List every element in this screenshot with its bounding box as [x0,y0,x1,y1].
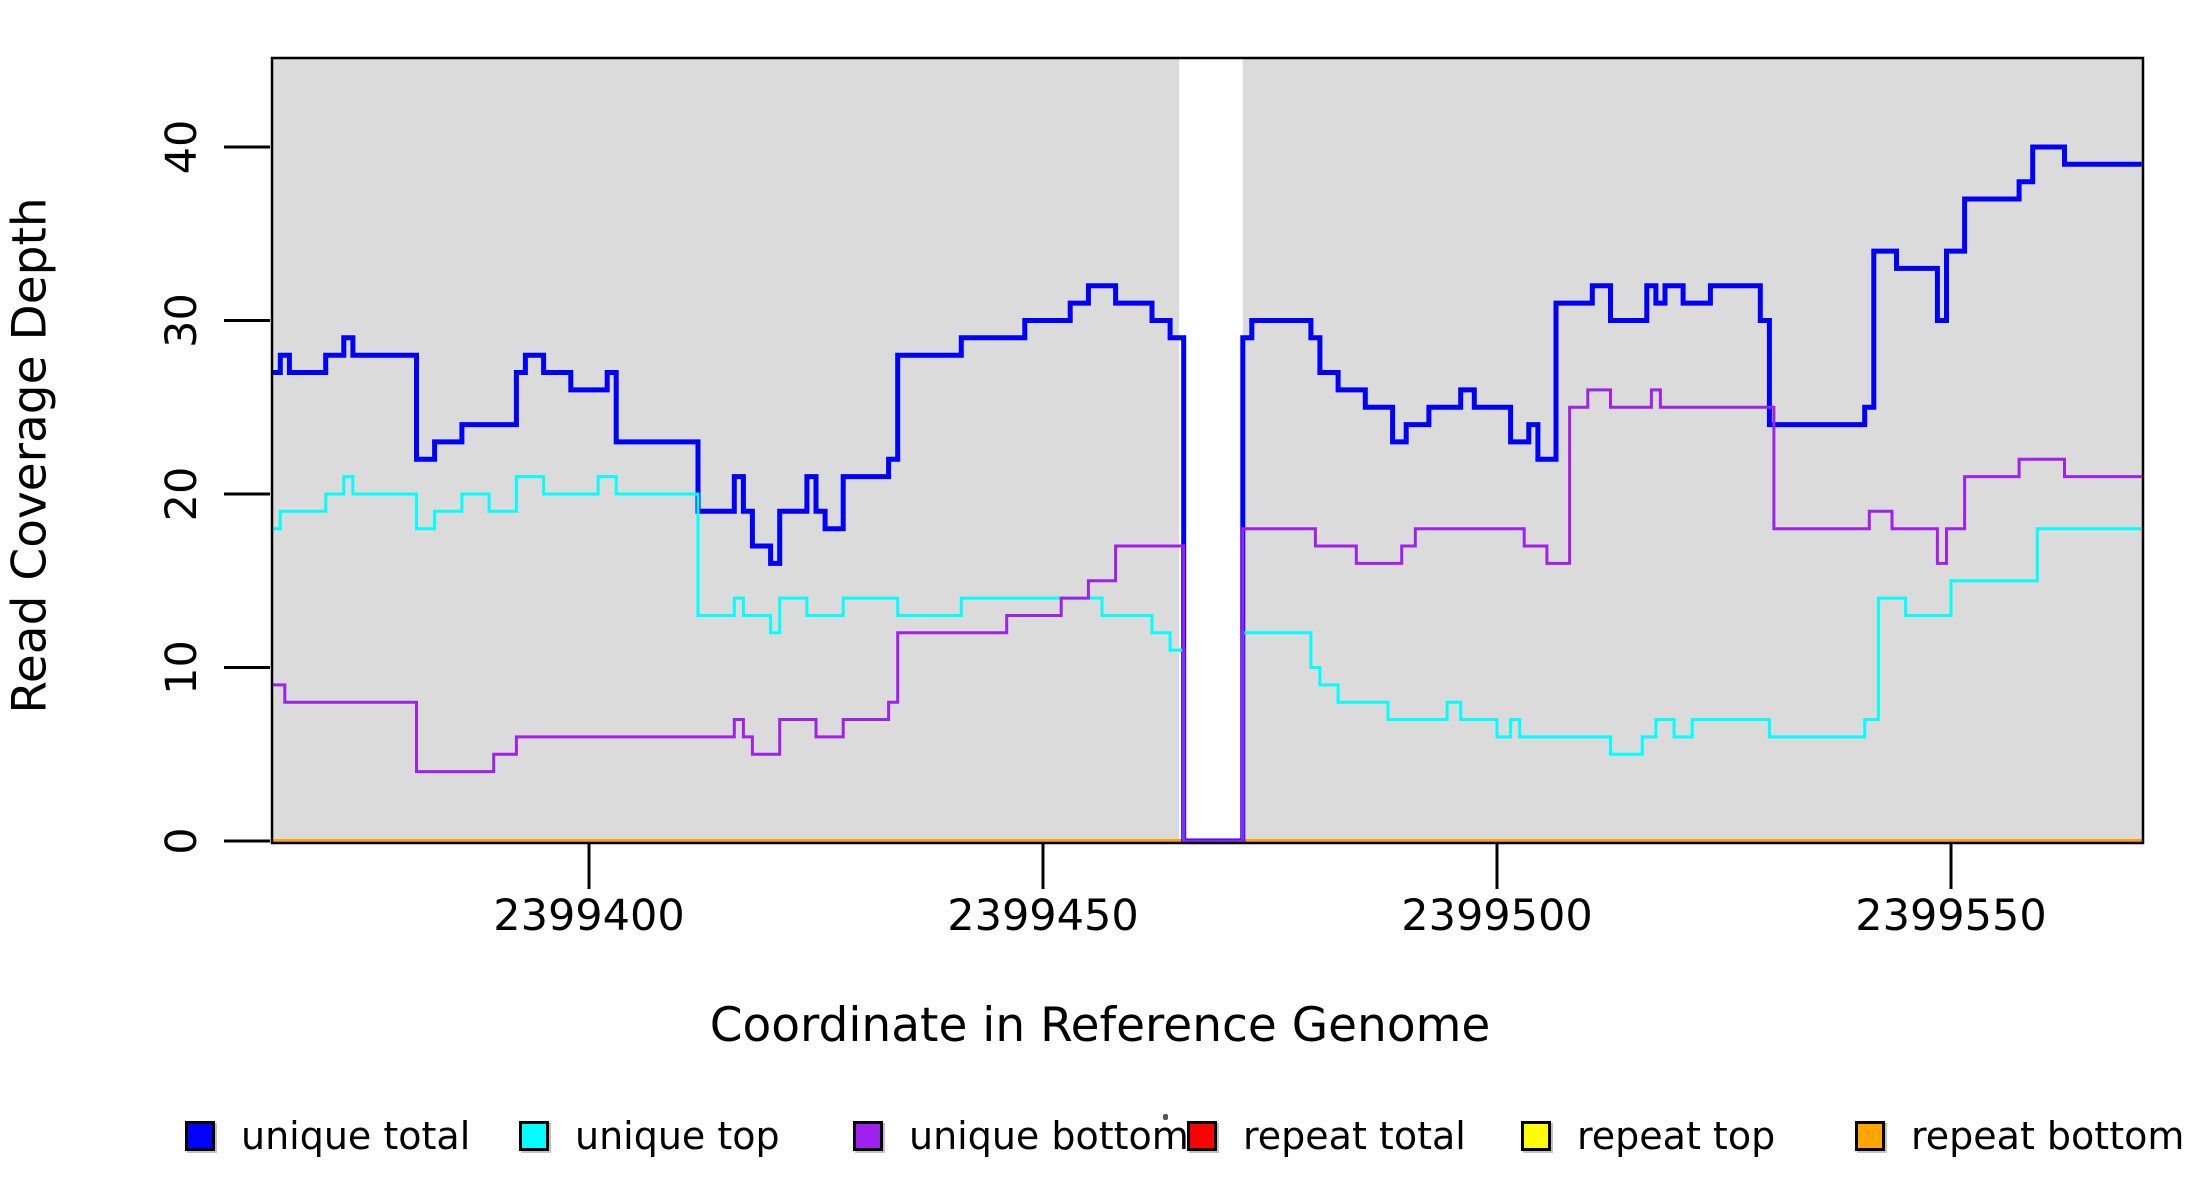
repeat-total-swatch-icon [1187,1121,1217,1151]
x-axis-title: Coordinate in Reference Genome [709,998,1491,1053]
legend-item-repeat-bottom: repeat bottom [1855,1114,2184,1158]
series-unique-bottom [271,388,2142,843]
legend-item-unique-total: unique total [185,1114,470,1158]
x-tick-label: 2399500 [1401,891,1593,941]
masked-region [1179,58,1243,843]
x-tick-label: 2399450 [947,891,1139,941]
y-tick-label: 40 [157,120,207,175]
unique-bottom-swatch-icon [853,1121,883,1151]
legend-item-repeat-total: repeat total [1187,1114,1466,1158]
legend-label: repeat top [1577,1114,1776,1158]
plot-frame [270,56,2145,845]
x-tick-label: 2399400 [493,891,685,941]
repeat-top-swatch-icon [1521,1121,1551,1151]
y-tick-label: 30 [157,293,207,348]
legend-label: repeat total [1243,1114,1466,1158]
legend: unique total unique top unique bottom re… [0,1114,2200,1158]
series-unique-top [271,475,2142,843]
legend-item-unique-bottom: unique bottom [853,1114,1189,1158]
unique-top-swatch-icon [519,1121,549,1151]
y-tick-label: 10 [157,640,207,695]
unique-total-swatch-icon [185,1121,215,1151]
y-tick-label: 20 [157,467,207,522]
y-axis-title: Read Coverage Depth [2,197,58,714]
x-tick-label: 2399550 [1855,891,2047,941]
legend-label: unique total [241,1114,471,1158]
legend-label: repeat bottom [1911,1114,2185,1158]
legend-label: unique bottom [909,1114,1189,1158]
legend-item-unique-top: unique top [519,1114,780,1158]
legend-artifact-dot [1163,1114,1168,1120]
legend-item-repeat-top: repeat top [1521,1114,1775,1158]
repeat-bottom-swatch-icon [1855,1121,1885,1151]
y-tick-label: 0 [157,827,207,854]
legend-label: unique top [575,1114,780,1158]
